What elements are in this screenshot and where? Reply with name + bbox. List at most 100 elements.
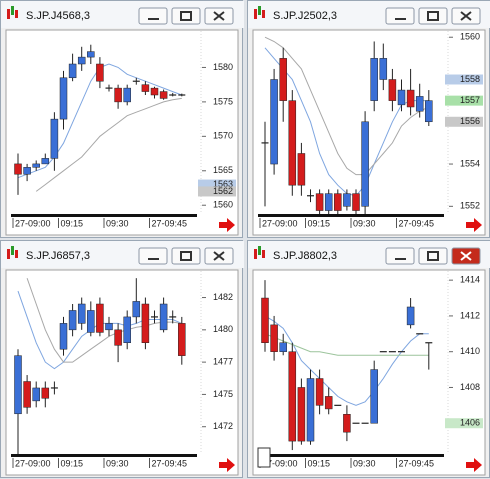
chart: S.JP.J2502,31552155415561558156015581557… <box>248 1 490 236</box>
close-icon <box>460 251 472 261</box>
x-tick-label: 27-09:45 <box>399 458 435 468</box>
candle-body <box>114 87 122 103</box>
x-tick-label: 27-09:45 <box>399 218 435 228</box>
candle-body <box>23 167 31 175</box>
window-title: S.JP.J4568,3 <box>26 10 90 22</box>
x-axis-bar <box>258 214 444 217</box>
scroll-arrow[interactable] <box>466 458 482 472</box>
restore-button[interactable] <box>418 7 448 25</box>
candle-body <box>77 303 86 324</box>
chart: S.JP.J8802,314061408141014121414140627-0… <box>248 241 490 476</box>
title-bar <box>1 1 244 28</box>
app-icon <box>7 9 10 19</box>
y-tick-label: 1475 <box>213 389 233 399</box>
candle-body <box>425 100 433 123</box>
restore-button[interactable] <box>171 247 201 265</box>
y-tick-label: 1575 <box>213 96 233 106</box>
scroll-arrow[interactable] <box>466 218 482 232</box>
restore-button[interactable] <box>171 7 201 25</box>
price-tag-label: 1563 <box>213 179 233 189</box>
minimize-button[interactable] <box>385 7 415 25</box>
candle-body <box>23 381 31 408</box>
candle-body <box>141 84 150 92</box>
chart-window[interactable]: S.JP.J2502,31552155415561558156015581557… <box>247 0 490 238</box>
candle-body <box>315 378 324 406</box>
minimize-button[interactable] <box>138 7 168 25</box>
candle-body <box>288 100 297 186</box>
candle-body <box>279 342 287 352</box>
candle-body <box>114 329 122 346</box>
x-tick-label: 27-09:00 <box>262 218 298 228</box>
candle-body <box>32 163 40 168</box>
moving-average-line <box>26 278 182 363</box>
candle-body <box>270 79 278 165</box>
window-title: S.JP.J2502,3 <box>273 10 337 22</box>
candle-body <box>315 193 324 211</box>
candle-body <box>297 387 306 442</box>
x-tick-label: 27-09:45 <box>152 218 188 228</box>
y-tick-label: 1554 <box>460 158 480 168</box>
x-tick-label: 09:15 <box>308 218 331 228</box>
candle-body <box>123 316 131 343</box>
chart-panel <box>252 29 486 236</box>
price-tag <box>445 74 483 85</box>
chart-panel <box>5 29 239 236</box>
y-tick-label: 1410 <box>460 346 480 356</box>
y-tick-label: 1565 <box>213 165 233 175</box>
x-tick-label: 09:30 <box>353 218 376 228</box>
minimize-button[interactable] <box>138 247 168 265</box>
chart-window[interactable]: S.JP.J6857,3 1472 1475 1477 1480 1482 27-09:00… <box>0 240 244 478</box>
scroll-arrow[interactable] <box>219 218 235 232</box>
chart: S.JP.J4568,3 1560 1565 1570 1575 1580 15631562… <box>1 1 244 236</box>
candle-body <box>123 87 131 103</box>
candle-body <box>132 301 141 318</box>
candle-body <box>32 387 40 402</box>
price-tag <box>445 116 483 127</box>
candle-body <box>343 193 351 207</box>
candle-body <box>87 310 95 333</box>
price-tag <box>445 95 483 106</box>
y-tick-label: 1560 <box>460 32 480 42</box>
candle-body <box>50 118 59 159</box>
restore-button[interactable] <box>418 247 448 265</box>
moving-average-line <box>35 97 182 192</box>
corner-box <box>257 447 271 468</box>
price-tag-label: 1557 <box>460 95 480 105</box>
candle-body <box>352 193 360 211</box>
app-icon <box>262 10 265 18</box>
candle-body <box>41 158 50 165</box>
candle-body <box>141 303 150 343</box>
chart-window[interactable]: S.JP.J8802,314061408141014121414140627-0… <box>247 240 490 478</box>
restore-icon <box>427 11 439 21</box>
title-bar <box>248 241 490 268</box>
y-tick-label: 1482 <box>213 292 233 302</box>
app-icon <box>258 6 261 15</box>
candle-body <box>68 310 77 331</box>
chart-panel <box>5 269 239 476</box>
x-axis-bar <box>11 454 197 457</box>
y-tick-label: 1560 <box>213 200 233 210</box>
candle-body <box>261 297 269 343</box>
app-icon <box>254 9 257 19</box>
y-tick-label: 1412 <box>460 310 480 320</box>
app-icon <box>11 6 14 15</box>
x-tick-label: 27-09:00 <box>262 458 298 468</box>
y-tick-label: 1408 <box>460 382 480 392</box>
candle-body <box>279 58 287 101</box>
candle-body <box>87 51 95 58</box>
scroll-arrow[interactable] <box>219 458 235 472</box>
moving-average-line <box>264 36 430 176</box>
candle-body <box>159 91 168 99</box>
x-axis-bar <box>258 454 444 457</box>
minimize-button[interactable] <box>385 247 415 265</box>
app-icon <box>11 246 14 255</box>
y-tick-label: 1477 <box>213 357 233 367</box>
price-tag <box>198 179 236 190</box>
candle-body <box>343 414 351 433</box>
x-axis-bar <box>11 214 197 217</box>
restore-icon <box>427 251 439 261</box>
restore-icon <box>180 251 192 261</box>
chart-window[interactable]: S.JP.J4568,3 1560 1565 1570 1575 1580 1563 1562… <box>0 0 244 238</box>
candle-body <box>297 153 306 186</box>
